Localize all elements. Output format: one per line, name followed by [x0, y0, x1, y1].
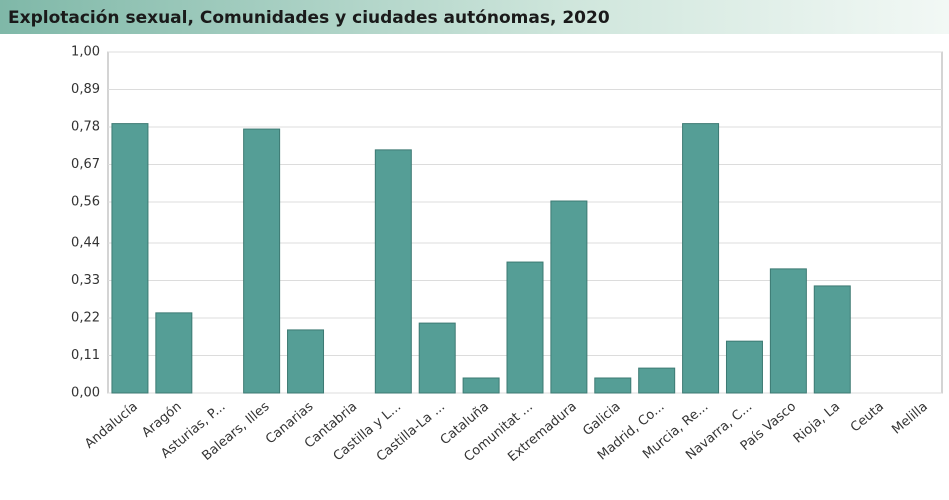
chart-title: Explotación sexual, Comunidades y ciudad…	[8, 8, 610, 28]
y-tick-label: 0,44	[71, 235, 100, 250]
bar	[111, 123, 149, 394]
bar	[725, 340, 763, 394]
y-tick-label: 0,78	[71, 120, 100, 135]
x-tick-label: Melilla	[889, 399, 931, 437]
x-tick-label: Rioja, La	[791, 399, 843, 446]
y-tick-label: 0,56	[71, 195, 100, 210]
y-tick-label: 0,89	[71, 82, 100, 97]
bar	[550, 200, 588, 394]
title-bar	[0, 0, 949, 34]
bar	[638, 367, 676, 394]
bar	[682, 123, 720, 394]
bar	[243, 128, 281, 394]
bar	[506, 261, 544, 394]
bar	[374, 149, 412, 394]
bar	[769, 268, 807, 394]
y-tick-label: 0,00	[71, 386, 100, 401]
bar	[418, 322, 456, 394]
y-tick-label: 1,00	[71, 45, 100, 60]
y-tick-label: 0,11	[71, 348, 100, 363]
y-tick-label: 0,22	[71, 310, 100, 325]
bar	[462, 377, 500, 394]
x-tick-label: Andalucía	[82, 399, 141, 452]
bar	[594, 377, 632, 394]
x-tick-label: Ceuta	[848, 399, 887, 435]
y-tick-label: 0,67	[71, 157, 100, 172]
y-tick-label: 0,33	[71, 273, 100, 288]
bar	[813, 285, 851, 394]
bar	[155, 312, 193, 394]
bar	[287, 329, 325, 394]
